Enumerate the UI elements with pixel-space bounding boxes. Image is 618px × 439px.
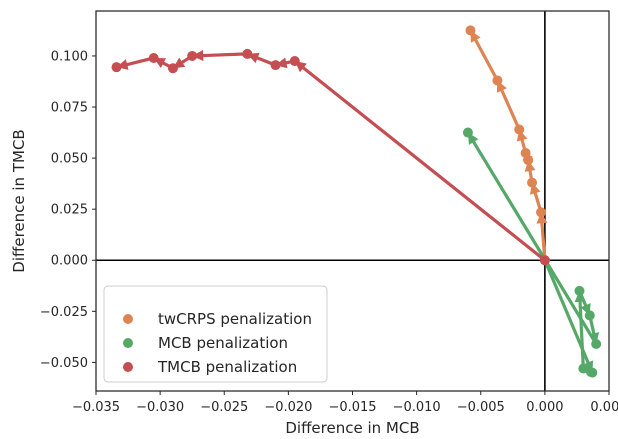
series-2: [111, 48, 550, 266]
y-tick-label: 0.050: [51, 152, 88, 167]
legend-label-mcb: MCB penalization: [158, 334, 288, 352]
y-tick-label: 0.100: [51, 49, 88, 64]
series-1-point: [462, 127, 473, 138]
legend-label-twcrps: twCRPS penalization: [158, 310, 312, 328]
x-axis: −0.035 −0.030 −0.025 −0.020 −0.015 −0.010 −0.0…: [72, 391, 618, 415]
x-tick-label: −0.030: [136, 400, 184, 415]
series-1-point: [578, 363, 589, 374]
legend: twCRPS penalization MCB penalization TMC…: [103, 285, 328, 383]
series-1-point: [574, 285, 585, 296]
legend-marker-mcb: [123, 338, 133, 348]
x-axis-label: Difference in MCB: [285, 419, 419, 437]
y-tick-label: 0.000: [51, 254, 88, 269]
series-2-segment: [201, 52, 249, 58]
series-2-arrowhead: [192, 50, 204, 62]
x-tick-label: −0.015: [328, 400, 376, 415]
series-2-point: [148, 52, 159, 63]
series-1-segment: [578, 300, 585, 371]
series-1-point: [591, 339, 602, 350]
legend-box: [103, 285, 328, 383]
series-2-point: [539, 255, 550, 266]
series-0-point: [527, 177, 538, 188]
x-tick-label: −0.025: [200, 400, 248, 415]
series-2-point: [289, 56, 300, 67]
y-tick-label: −0.050: [40, 356, 88, 371]
legend-marker-twcrps: [123, 314, 133, 324]
series-1-point: [587, 367, 598, 378]
series-0-segment: [540, 221, 547, 262]
series-0-segment: [500, 88, 521, 132]
series-1-segment: [472, 140, 598, 346]
plot-area: [96, 11, 609, 391]
series-0-segment: [474, 38, 500, 83]
series-0-point: [536, 207, 547, 218]
series-0-point: [520, 147, 531, 158]
legend-label-tmcb: TMCB penalization: [157, 358, 297, 376]
series-1-point: [584, 310, 595, 321]
series-2-point: [111, 62, 122, 73]
series-0-point: [492, 75, 503, 86]
series-0-point: [514, 124, 525, 135]
series-2-point: [270, 60, 281, 71]
y-axis: −0.050 −0.025 0.000 0.025 0.050 0.075 0.100: [40, 49, 96, 371]
series-2-point: [242, 48, 253, 59]
x-tick-label: −0.020: [264, 400, 312, 415]
x-tick-label: −0.035: [72, 400, 120, 415]
x-tick-label: 0.000: [526, 400, 563, 415]
x-tick-label: 0.005: [590, 400, 618, 415]
legend-marker-tmcb: [123, 362, 133, 372]
x-tick-label: −0.010: [393, 400, 441, 415]
series-2-point: [187, 50, 198, 61]
x-tick-label: −0.005: [457, 400, 505, 415]
y-axis-label: Difference in TMCB: [10, 129, 28, 272]
y-tick-label: 0.025: [51, 203, 88, 218]
y-tick-label: 0.075: [51, 101, 88, 116]
series-0-point: [465, 25, 476, 36]
series-2-segment: [301, 66, 547, 262]
series-2-point: [167, 63, 178, 74]
series-1: [462, 127, 602, 378]
y-tick-label: −0.025: [40, 305, 88, 320]
series-0-arrowhead: [536, 212, 548, 224]
